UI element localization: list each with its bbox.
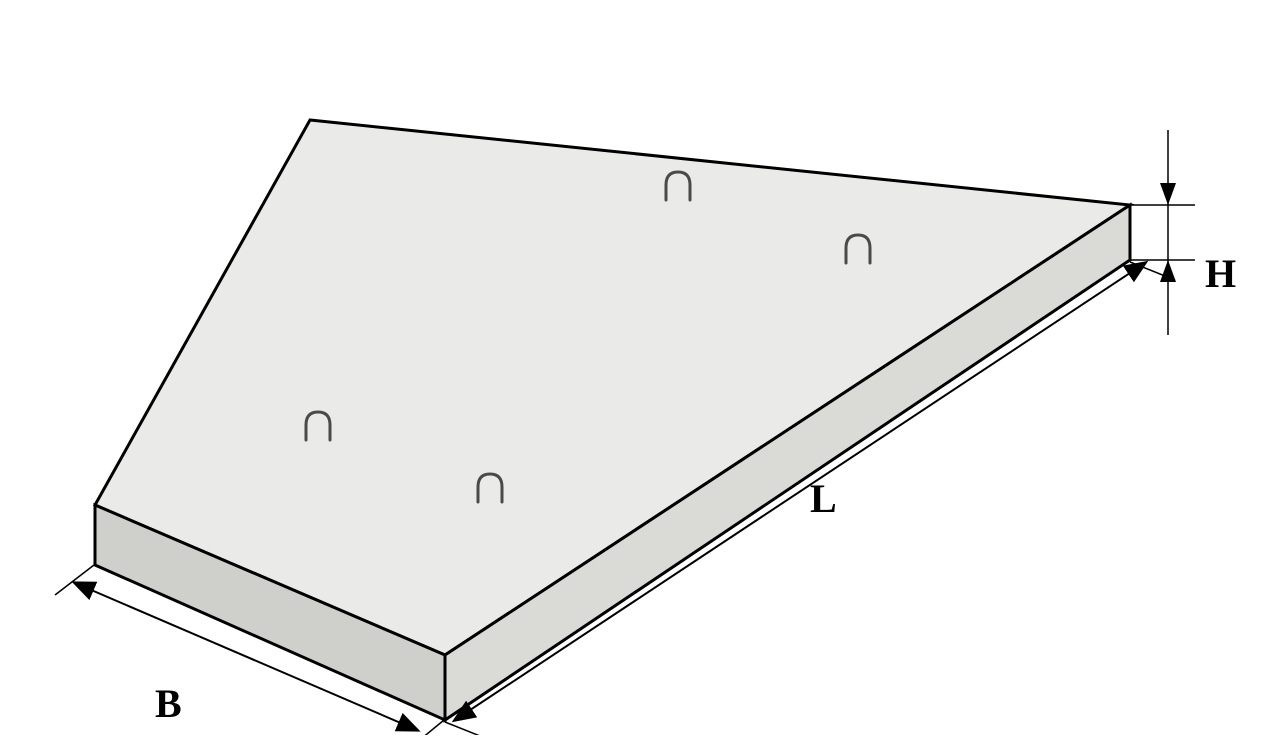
label-l: L <box>810 475 837 522</box>
label-h: H <box>1205 250 1236 297</box>
label-b: B <box>155 680 182 727</box>
slab-diagram: L B H <box>0 0 1280 735</box>
diagram-svg <box>0 0 1280 735</box>
